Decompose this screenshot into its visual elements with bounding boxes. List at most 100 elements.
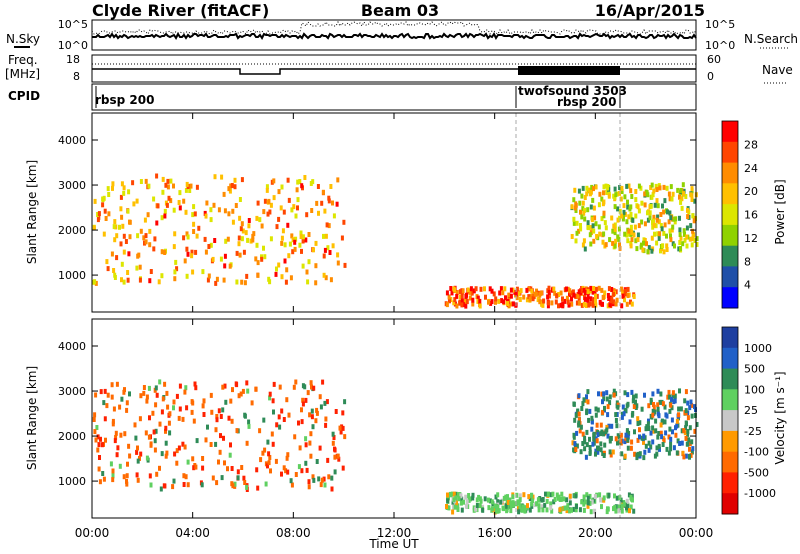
- echo-cell: [550, 508, 554, 514]
- echo-cell: [175, 448, 179, 454]
- echo-cell: [578, 428, 582, 434]
- echo-cell: [659, 212, 663, 217]
- echo-cell: [452, 286, 456, 292]
- echo-cell: [566, 299, 570, 305]
- echo-cell: [574, 293, 578, 299]
- echo-cell: [557, 292, 561, 297]
- echo-cell: [486, 497, 490, 503]
- echo-cell: [123, 387, 126, 393]
- echo-cell: [586, 495, 590, 501]
- echo-cell: [113, 219, 117, 225]
- echo-cell: [274, 271, 278, 277]
- echo-cell: [192, 221, 196, 227]
- echo-cell: [531, 296, 535, 302]
- echo-cell: [518, 493, 522, 499]
- echo-cell: [323, 482, 327, 488]
- echo-cell: [652, 188, 656, 194]
- echo-cell: [680, 196, 684, 202]
- echo-cell: [325, 399, 329, 405]
- echo-cell: [247, 223, 251, 229]
- echo-cell: [455, 500, 458, 506]
- echo-cell: [300, 468, 304, 474]
- echo-cell: [310, 208, 314, 213]
- echo-cell: [612, 288, 616, 294]
- echo-cell: [627, 183, 631, 189]
- echo-cell: [666, 394, 670, 400]
- echo-cell: [493, 503, 497, 509]
- echo-cell: [190, 249, 194, 255]
- colorbar-swatch: [722, 162, 738, 184]
- echo-cell: [622, 203, 626, 209]
- echo-cell: [685, 225, 689, 231]
- echo-cell: [689, 452, 693, 458]
- echo-cell: [227, 186, 231, 192]
- echo-cell: [577, 417, 581, 423]
- echo-cell: [637, 223, 641, 229]
- echo-cell: [576, 409, 580, 415]
- echo-cell: [573, 187, 577, 193]
- echo-cell: [324, 416, 328, 422]
- echo-cell: [570, 507, 573, 513]
- echo-cell: [689, 192, 693, 198]
- echo-cell: [574, 493, 578, 499]
- echo-cell: [580, 406, 584, 411]
- echo-cell: [583, 216, 587, 222]
- colorbar-frame: [721, 120, 739, 309]
- echo-cell: [245, 484, 249, 490]
- echo-cell: [209, 242, 213, 248]
- echo-cell: [605, 424, 609, 430]
- echo-cell: [205, 200, 209, 206]
- echo-cell: [181, 441, 185, 447]
- echo-cell: [606, 185, 610, 191]
- echo-cell: [673, 393, 677, 399]
- noise-left-tick-top: 10^5: [58, 18, 88, 31]
- echo-cell: [166, 404, 170, 410]
- echo-cell: [447, 495, 450, 501]
- echo-cell: [607, 492, 611, 498]
- echo-cell: [573, 417, 577, 423]
- echo-cell: [582, 501, 586, 507]
- echo-cell: [94, 392, 98, 398]
- echo-cell: [634, 238, 638, 244]
- echo-cell: [327, 474, 331, 480]
- echo-cell: [115, 233, 119, 239]
- echo-cell: [581, 200, 585, 206]
- echo-cell: [668, 426, 672, 432]
- echo-cell: [587, 187, 591, 193]
- echo-cell: [568, 493, 572, 499]
- echo-cell: [219, 414, 223, 419]
- echo-cell: [682, 228, 686, 234]
- echo-cell: [581, 441, 585, 446]
- echo-cell: [173, 451, 177, 457]
- echo-cell: [592, 238, 596, 244]
- echo-cell: [673, 243, 676, 249]
- echo-cell: [311, 474, 315, 480]
- echo-cell: [293, 246, 297, 252]
- echo-cell: [680, 440, 684, 446]
- echo-cell: [191, 456, 195, 462]
- echo-cell: [500, 298, 504, 304]
- echo-cell: [315, 200, 319, 206]
- echo-cell: [211, 256, 215, 262]
- echo-cell: [577, 289, 581, 295]
- echo-cell: [563, 505, 567, 511]
- echo-cell: [607, 296, 611, 301]
- echo-cell: [320, 477, 324, 483]
- echo-cell: [636, 237, 640, 242]
- echo-cell: [295, 187, 299, 193]
- echo-cell: [296, 179, 300, 185]
- echo-cell: [684, 389, 688, 395]
- echo-cell: [329, 184, 333, 189]
- echo-cell: [331, 200, 334, 206]
- echo-cell: [181, 416, 185, 422]
- echo-cell: [304, 397, 308, 403]
- echo-cell: [540, 504, 544, 510]
- echo-cell: [549, 501, 553, 507]
- echo-cell: [287, 412, 291, 418]
- echo-cell: [110, 394, 114, 400]
- echo-cell: [574, 202, 578, 208]
- echo-cell: [304, 237, 308, 243]
- echo-cell: [328, 250, 332, 255]
- echo-cell: [662, 249, 666, 255]
